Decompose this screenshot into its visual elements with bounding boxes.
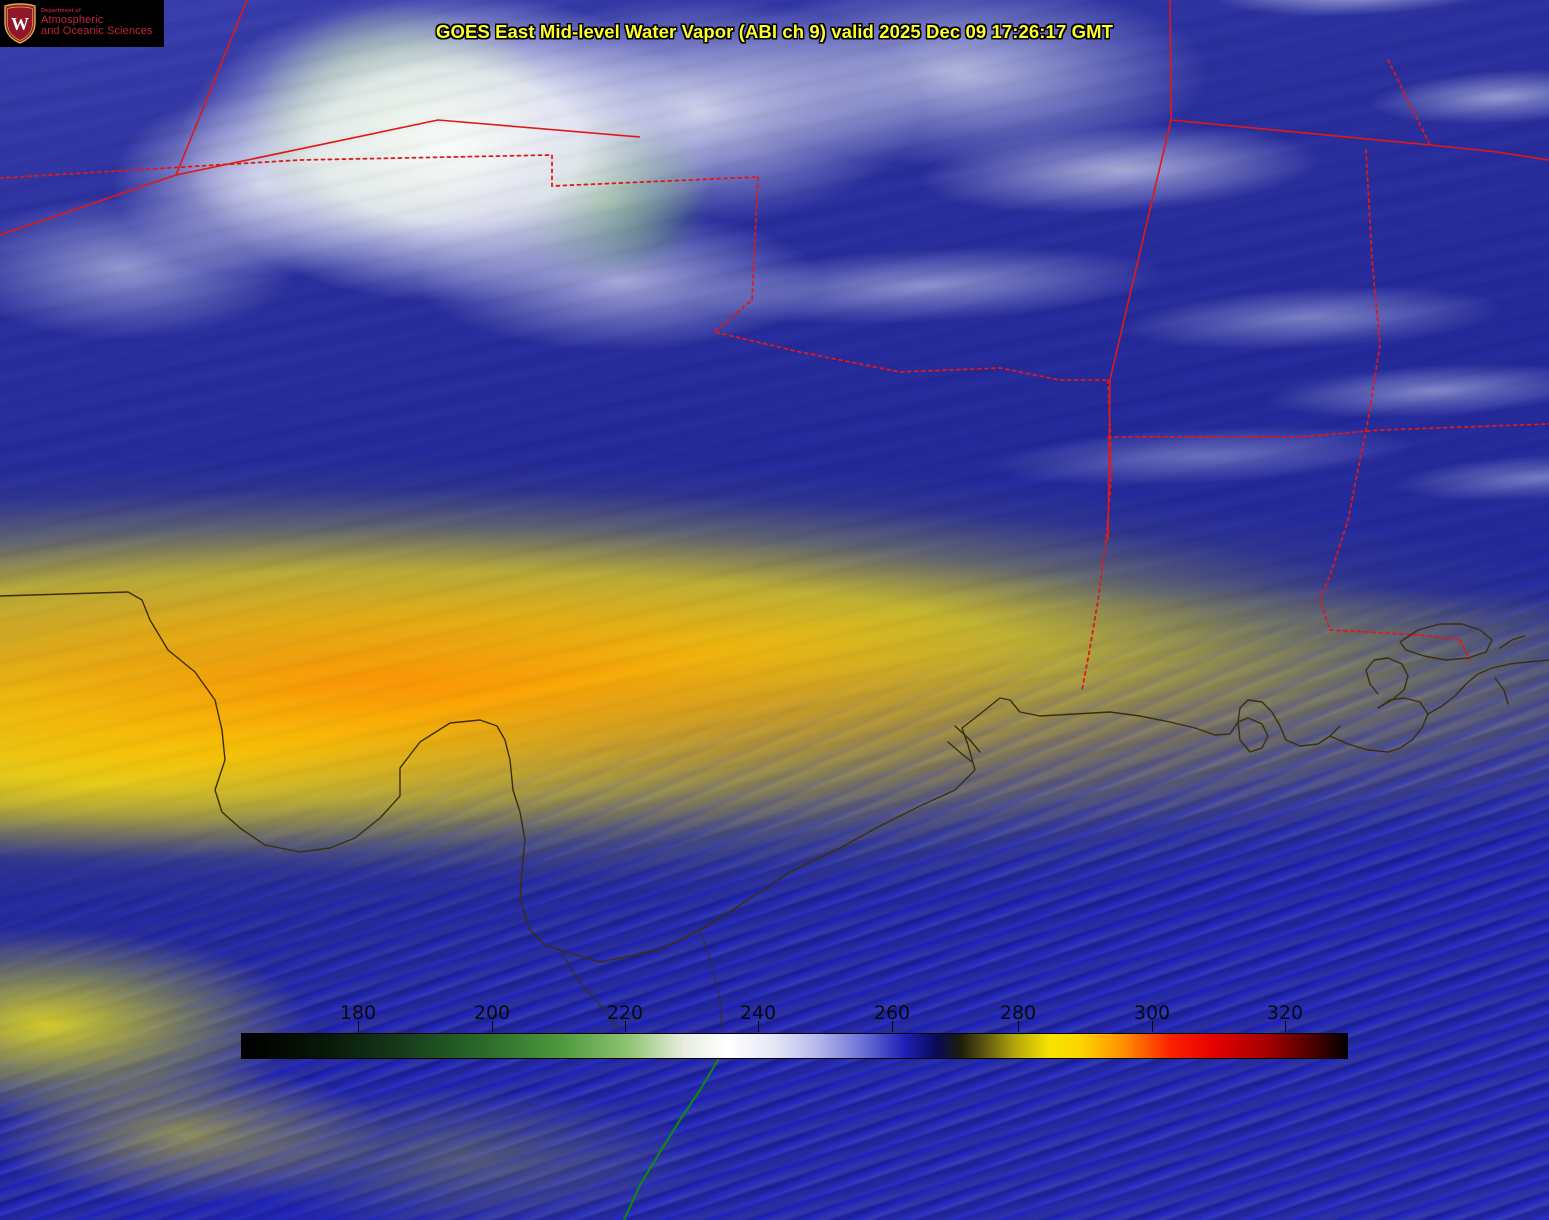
colorbar-tick-label: 220 (606, 1002, 644, 1024)
colorbar-tick (358, 1021, 359, 1032)
coast-mobile-bay (1365, 657, 1409, 709)
inland-river-tx (559, 949, 621, 1031)
uw-aos-logo: W Department of Atmospheric and Oceanic … (0, 0, 164, 47)
svg-text:W: W (11, 14, 29, 34)
colorbar-tick-label: 320 (1266, 1002, 1304, 1024)
yucatan-coastline (622, 1058, 720, 1220)
coast-island-b (1494, 677, 1509, 705)
colorbar-tick-label: 280 (999, 1002, 1037, 1024)
colorbar-tick (758, 1021, 759, 1032)
border-rio-grande (0, 591, 561, 951)
inland-river-tx-2 (699, 929, 723, 1031)
colorbar-tick-label: 200 (473, 1002, 511, 1024)
state-line-ok-ar-west (1107, 0, 1172, 541)
state-line-la-ms-east-tx (1081, 379, 1113, 691)
state-line-ok-ks-dotted (0, 154, 759, 187)
logo-department-label: Department of (41, 8, 81, 15)
colorbar-tick (1152, 1021, 1153, 1032)
state-line-ks-mo (1170, 119, 1549, 161)
product-title: GOES East Mid-level Water Vapor (ABI ch … (436, 21, 1113, 42)
colorbar-tick (892, 1021, 893, 1032)
coast-island-a (1499, 635, 1525, 649)
padre-island (954, 725, 981, 753)
colorbar-tick-label: 300 (1133, 1002, 1171, 1024)
colorbar-gradient (241, 1033, 1348, 1059)
colorbar-tick (1018, 1021, 1019, 1032)
coast-mississippi-alabama (1329, 697, 1429, 753)
colorbar-tick (492, 1021, 493, 1032)
logo-text-block: Department of Atmospheric and Oceanic Sc… (41, 8, 153, 38)
state-line-ar-ms-north (1107, 423, 1549, 438)
colorbar-tick-label: 260 (873, 1002, 911, 1024)
padre-island-inner (947, 741, 973, 763)
florida-panhandle-coast (1427, 659, 1549, 715)
coast-bay-inlet (1399, 623, 1493, 661)
logo-name-line-1: Atmospheric (41, 13, 104, 26)
uw-crest-icon: W (4, 3, 36, 44)
state-line-al-fl (1459, 639, 1471, 661)
gulf-coastline-texas-louisiana (559, 697, 1341, 963)
logo-name-line-2: and Oceanic Sciences (41, 25, 153, 38)
colorbar-tick-label: 240 (739, 1002, 777, 1024)
colorbar (241, 1033, 1348, 1059)
colorbar-tick (1285, 1021, 1286, 1032)
state-line-ok-panhandle-north (175, 119, 641, 176)
state-line-tn-short (1387, 59, 1431, 146)
state-line-ok-tx-red-river (712, 176, 1109, 381)
state-line-ms-al-river (1319, 149, 1461, 641)
colorbar-tick-label: 180 (339, 1002, 377, 1024)
colorbar-tick (625, 1021, 626, 1032)
mississippi-delta (1237, 717, 1269, 753)
